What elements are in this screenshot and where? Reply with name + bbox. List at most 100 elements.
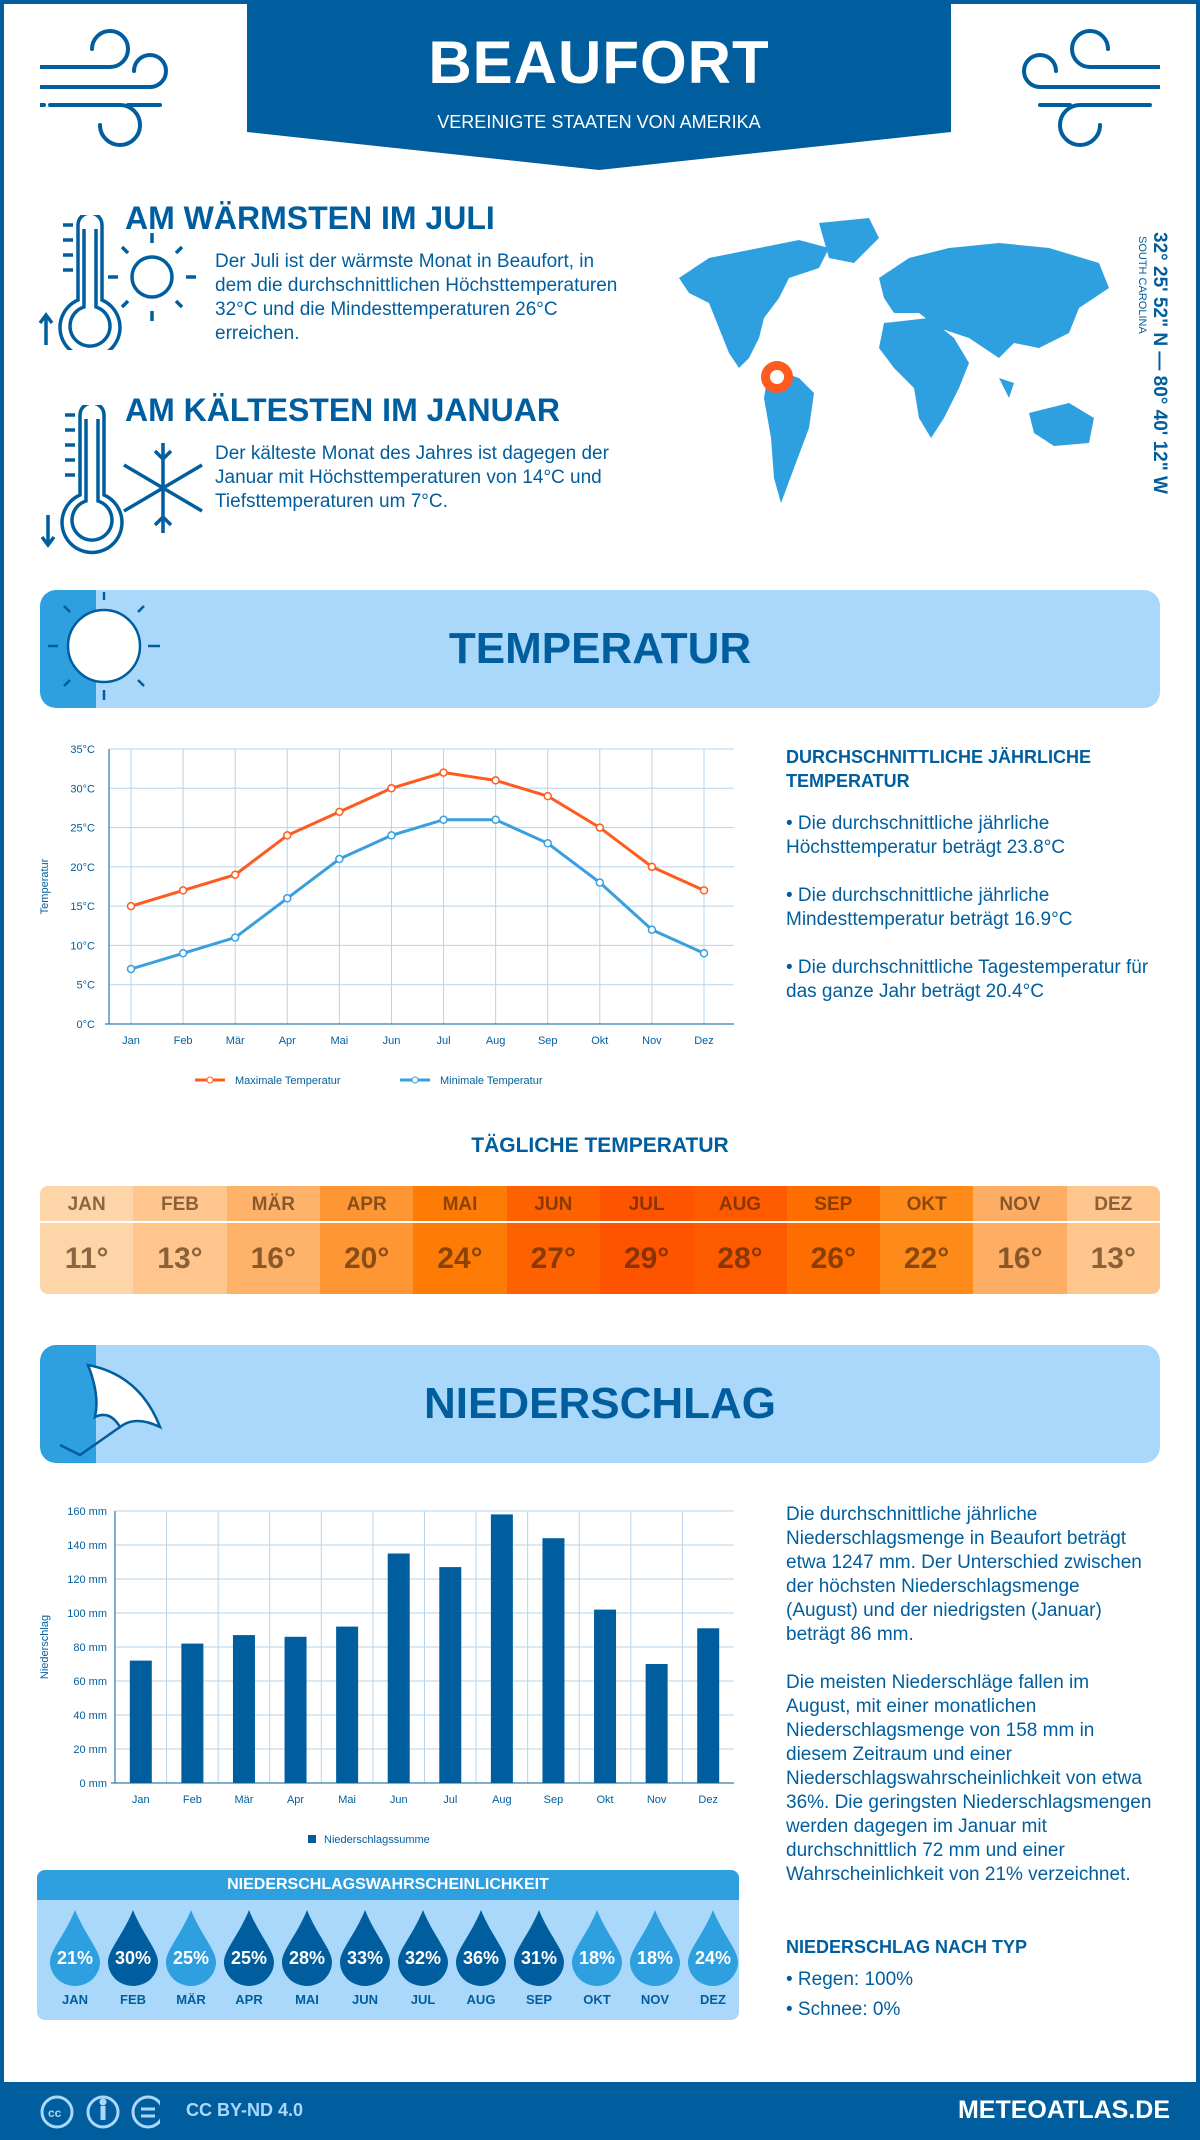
data-point <box>283 894 292 903</box>
x-tick-label: Mär <box>226 1035 245 1047</box>
x-tick-label: Jan <box>122 1035 140 1047</box>
svg-text:cc: cc <box>48 2106 62 2120</box>
data-point <box>335 854 344 864</box>
warmest-title: AM WÄRMSTEN IM JULI <box>125 200 495 236</box>
probability-month: FEB <box>120 1992 146 2007</box>
daily-value: 13° <box>1090 1241 1136 1275</box>
probability-value: 21% <box>56 1948 94 1968</box>
precip-type-rain: • Regen: 100% <box>786 1969 914 1990</box>
sun-icon <box>48 592 160 700</box>
daily-temp-cell: SEP 26° <box>786 1186 880 1294</box>
x-tick-label: Jun <box>383 1035 401 1047</box>
legend-label: Minimale Temperatur <box>440 1075 543 1087</box>
daily-month: AUG <box>693 1186 787 1223</box>
daily-temp-cell: AUG 28° <box>693 1186 787 1294</box>
probability-value: 33% <box>346 1948 384 1968</box>
precip-text-1: Die durchschnittliche jährliche Niedersc… <box>786 1504 1142 1645</box>
probability-drop: 30% FEB <box>107 1910 159 2007</box>
probability-drop: 33% JUN <box>339 1910 391 2007</box>
y-tick-label: 40 mm <box>73 1710 107 1722</box>
data-point <box>387 784 396 793</box>
x-tick-label: Jul <box>437 1035 451 1047</box>
temperature-title: TEMPERATUR <box>448 624 752 673</box>
bar <box>387 1553 410 1783</box>
precipitation-chart: 0 mm 20 mm 40 mm 60 mm 80 mm 100 mm 120 mm 140 … <box>39 1506 734 1846</box>
precip-type-title: NIEDERSCHLAG NACH TYP <box>786 1937 1028 1957</box>
raindrop-icon <box>572 1910 622 1986</box>
x-tick-label: Okt <box>591 1035 608 1047</box>
data-point <box>699 949 709 958</box>
probability-value: 18% <box>578 1948 616 1968</box>
probability-month: JUN <box>351 1992 378 2007</box>
daily-temp-cell: DEZ 13° <box>1066 1186 1160 1294</box>
legend-swatch <box>308 1835 316 1843</box>
bar <box>697 1628 720 1783</box>
probability-value: 24% <box>694 1948 732 1968</box>
daily-value: 28° <box>717 1241 763 1275</box>
daily-value: 16° <box>250 1241 296 1275</box>
probability-month: MÄR <box>176 1992 206 2007</box>
daily-temp-cell: JUN 27° <box>506 1186 600 1294</box>
x-tick-label: Nov <box>642 1035 662 1047</box>
daily-value: 29° <box>623 1241 670 1275</box>
bar <box>129 1660 152 1783</box>
y-axis-label: Temperatur <box>39 858 51 914</box>
probability-drop: 25% APR <box>223 1910 275 2007</box>
probability-drop: 28% MAI <box>281 1910 333 2007</box>
probability-drop: 36% AUG <box>455 1910 507 2007</box>
data-point <box>543 839 552 848</box>
daily-temp-cell: JAN 11° <box>40 1186 134 1294</box>
probability-drop: 25% MÄR <box>165 1910 217 2007</box>
probability-month: AUG <box>466 1992 496 2007</box>
precip-probability-panel: NIEDERSCHLAGSWAHRSCHEINLICHKEIT 21% JAN 30… <box>37 1870 739 2020</box>
raindrop-icon <box>282 1910 332 1986</box>
data-point <box>126 901 136 911</box>
temp-bullet: • Die durchschnittliche jährliche Höchst… <box>786 813 1066 858</box>
x-tick-label: Okt <box>596 1794 613 1806</box>
data-point <box>595 878 605 887</box>
location-marker-icon <box>761 361 793 393</box>
x-tick-label: Dez <box>694 1035 714 1047</box>
daily-value: 11° <box>64 1241 109 1275</box>
y-tick-label: 5°C <box>77 980 96 992</box>
bar <box>336 1626 359 1783</box>
data-point <box>491 776 500 785</box>
coordinates: 32° 25' 52" N — 80° 40' 12" W <box>1149 232 1170 494</box>
probability-month: JAN <box>61 1992 88 2007</box>
daily-temp-table: JAN 11° FEB 13° MÄR 16° APR 20° MAI 24° JUN 27° JUL 2… <box>40 1186 1160 1294</box>
raindrop-icon <box>340 1910 390 1986</box>
x-tick-label: Mai <box>338 1794 356 1806</box>
data-point <box>178 949 188 958</box>
x-tick-label: Aug <box>492 1794 512 1806</box>
daily-value: 22° <box>903 1241 950 1275</box>
x-tick-label: Nov <box>647 1794 667 1806</box>
x-tick-label: Aug <box>486 1035 506 1047</box>
x-tick-label: Feb <box>183 1794 202 1806</box>
temp-summary-title: DURCHSCHNITTLICHE JÄHRLICHE TEMPERATUR <box>786 747 1091 791</box>
thermometer-warm-icon <box>38 215 196 350</box>
raindrop-icon <box>398 1910 448 1986</box>
data-point <box>491 815 500 824</box>
y-tick-label: 60 mm <box>73 1676 107 1688</box>
bar <box>232 1635 255 1783</box>
probability-value: 18% <box>636 1948 674 1968</box>
probability-value: 36% <box>462 1948 500 1968</box>
daily-temp-cell: FEB 13° <box>133 1186 227 1294</box>
data-point <box>647 925 657 934</box>
data-point <box>439 815 448 824</box>
series-line-min <box>130 818 705 971</box>
daily-temp-cell: NOV 16° <box>973 1186 1067 1294</box>
x-tick-label: Feb <box>174 1035 193 1047</box>
daily-month: JUN <box>506 1186 600 1223</box>
precip-probability-title: NIEDERSCHLAGSWAHRSCHEINLICHKEIT <box>37 1870 739 1900</box>
bar <box>439 1567 462 1783</box>
raindrop-icon <box>108 1910 158 1986</box>
daily-temp-cell: MÄR 16° <box>226 1186 320 1294</box>
temp-bullet: • Die durchschnittliche jährliche Mindes… <box>786 885 1073 930</box>
site-link[interactable]: METEOATLAS.DE <box>957 2096 1170 2124</box>
daily-month: SEP <box>786 1186 880 1223</box>
bar <box>542 1538 565 1783</box>
probability-month: DEZ <box>700 1992 726 2007</box>
license-label: CC BY-ND 4.0 <box>186 2100 304 2120</box>
legend-label: Maximale Temperatur <box>235 1075 341 1087</box>
